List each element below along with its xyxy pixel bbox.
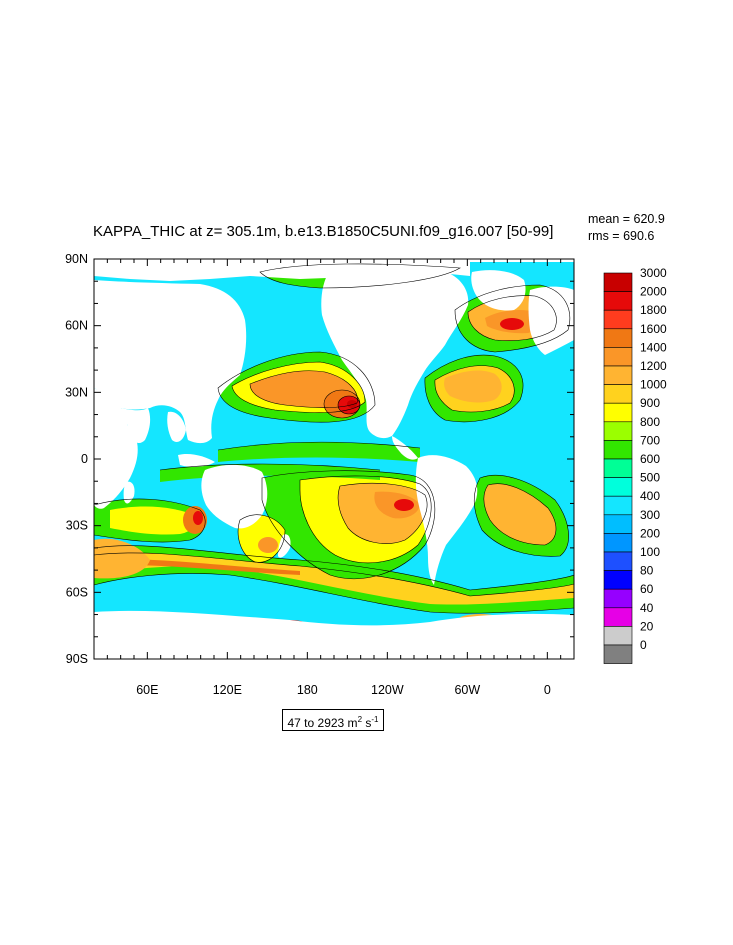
colorbar-swatch [603, 384, 633, 404]
units-box: 47 to 2923 m2 s-1 [282, 709, 384, 731]
colorbar-swatch [603, 421, 633, 441]
axis-ticks [94, 258, 575, 660]
units-mid: s [362, 716, 372, 730]
colorbar-label: 500 [640, 471, 660, 485]
units-exp2: -1 [371, 715, 379, 724]
colorbar-swatch [603, 644, 633, 664]
lat-label: 60S [66, 585, 88, 599]
contour-lines [94, 263, 574, 614]
colorbar-label: 0 [640, 638, 647, 652]
lat-label: 30N [65, 385, 88, 399]
lat-label: 90N [65, 252, 88, 266]
colorbar-swatch [603, 495, 633, 516]
colorbar-swatch [603, 309, 633, 330]
lon-label: 60E [136, 683, 158, 697]
map-title: KAPPA_THIC at z= 305.1m, b.e13.B1850C5UN… [93, 223, 553, 240]
colorbar-label: 700 [640, 433, 660, 447]
colorbar-labels: 3000200018001600140012001000900800700600… [640, 266, 667, 652]
colorbar-swatch [603, 477, 633, 497]
colorbar-label: 1600 [640, 322, 667, 336]
lon-label: 60W [454, 683, 480, 697]
colorbar-swatch [603, 402, 633, 423]
colorbar-label: 300 [640, 508, 660, 522]
lon-label: 180 [297, 683, 318, 697]
lat-label: 90S [66, 652, 88, 666]
colorbar-swatch [603, 272, 633, 292]
colorbar-label: 40 [640, 601, 654, 615]
colorbar-label: 1800 [640, 303, 667, 317]
latitude-labels: 90N 60N 30N 0 30S 60S 90S [65, 252, 88, 666]
colorbar-label: 20 [640, 619, 654, 633]
lon-label: 120W [371, 683, 404, 697]
lat-label: 0 [81, 452, 88, 466]
colorbar-swatch [603, 551, 633, 571]
lat-label: 60N [65, 319, 88, 333]
colorbar-label: 1200 [640, 359, 667, 373]
colorbar-swatch [603, 514, 633, 534]
colorbar-label: 60 [640, 582, 654, 596]
colorbar [603, 272, 633, 664]
units-exp1: 2 [357, 715, 363, 724]
colorbar-label: 2000 [640, 285, 667, 299]
lon-label: 120E [213, 683, 242, 697]
colorbar-swatch [603, 570, 633, 590]
colorbar-swatch [603, 588, 633, 609]
lat-label: 30S [66, 519, 88, 533]
colorbar-swatch [603, 440, 633, 460]
map-field [94, 259, 574, 659]
colorbar-swatch [603, 328, 633, 348]
colorbar-label: 600 [640, 452, 660, 466]
colorbar-label: 400 [640, 489, 660, 503]
colorbar-label: 800 [640, 415, 660, 429]
colorbar-swatch [603, 607, 633, 627]
colorbar-swatch [603, 533, 633, 553]
units-range: 47 to 2923 m [287, 716, 358, 730]
colorbar-label: 100 [640, 545, 660, 559]
colorbar-swatch [603, 626, 633, 646]
colorbar-label: 1400 [640, 340, 667, 354]
colorbar-swatch [603, 365, 633, 385]
colorbar-label: 900 [640, 396, 660, 410]
colorbar-swatch [603, 347, 633, 367]
mean-value: mean = 620.9 [588, 212, 665, 226]
lon-label: 0 [544, 683, 551, 697]
colorbar-label: 80 [640, 564, 654, 578]
colorbar-swatch [603, 291, 633, 311]
rms-value: rms = 690.6 [588, 229, 654, 243]
colorbar-label: 3000 [640, 266, 667, 280]
colorbar-label: 200 [640, 526, 660, 540]
colorbar-label: 1000 [640, 378, 667, 392]
longitude-labels: 60E 120E 180 120W 60W 0 [136, 683, 551, 697]
colorbar-swatch [603, 458, 633, 478]
